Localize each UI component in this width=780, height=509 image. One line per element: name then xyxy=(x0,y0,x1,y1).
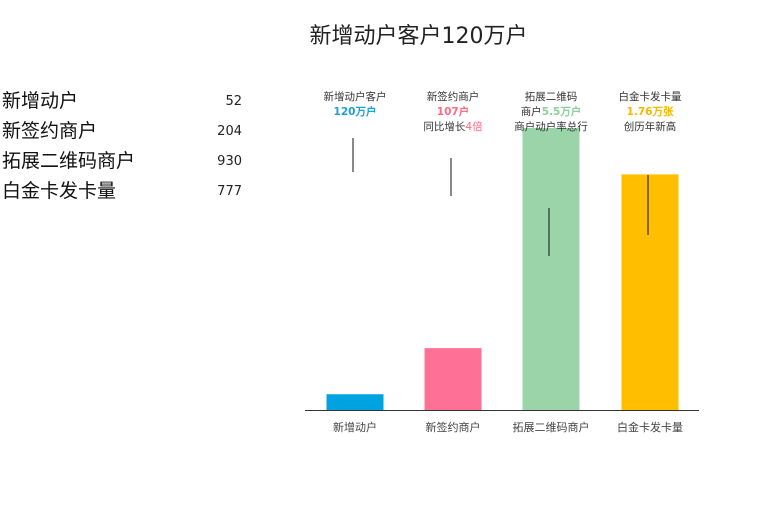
legend-value: 204 xyxy=(217,124,242,139)
legend-label: 新增动户 xyxy=(2,90,79,112)
legend-value: 777 xyxy=(217,184,242,199)
bar-annotation: 拓展二维码商户5.5万户商户动户率总行 xyxy=(514,90,588,133)
legend-label: 拓展二维码商户 xyxy=(2,150,136,172)
annotation-text: 5.5万户 xyxy=(542,105,582,118)
tick-labels-layer: 新增动户 新签约商户 拓展二维码商户 白金卡发卡量 xyxy=(333,420,683,434)
legend-value: 930 xyxy=(217,154,242,169)
x-tick-label: 新签约商户 xyxy=(426,420,481,434)
annotation-text: 商户 xyxy=(521,105,542,118)
bar xyxy=(522,128,580,410)
legend-label: 新签约商户 xyxy=(2,120,98,142)
annotation-text: 120万户 xyxy=(334,105,377,118)
annotation-text: 新签约商户 xyxy=(427,90,480,103)
bar xyxy=(424,348,482,410)
legend-row: 新签约商户 204 xyxy=(2,116,247,146)
bar xyxy=(326,394,384,410)
annotation-text: 白金卡发卡量 xyxy=(619,90,682,103)
legend-row: 白金卡发卡量 777 xyxy=(2,176,247,206)
annotation-text: 107户 xyxy=(437,105,469,118)
annotation-text: 新增动户客户 xyxy=(324,90,387,103)
legend-label: 白金卡发卡量 xyxy=(2,180,117,202)
bar xyxy=(621,174,679,410)
chart-title: 新增动户客户120万户 xyxy=(309,24,528,49)
bars-layer xyxy=(326,128,679,410)
annotation-text: 4倍 xyxy=(465,120,483,133)
x-tick-label: 拓展二维码商户 xyxy=(513,420,590,434)
bar-annotation: 新增动户客户 120万户 xyxy=(324,90,387,118)
x-tick-label: 新增动户 xyxy=(333,420,377,434)
annotation-text: 1.76万张 xyxy=(627,105,674,118)
legend-row: 拓展二维码商户 930 xyxy=(2,146,247,176)
leader-lines-layer xyxy=(352,138,649,256)
annotations-layer: 新增动户客户 120万户 新签约商户 107户同比增长4倍 拓展二维码商户5.5万户商户… xyxy=(324,90,682,133)
annotation-text: 拓展二维码 xyxy=(525,90,578,103)
annotation-text: 创历年新高 xyxy=(624,120,677,133)
annotation-text: 商户动户率总行 xyxy=(514,120,588,133)
bar-annotation: 新签约商户 107户同比增长4倍 xyxy=(423,90,483,133)
legend-row: 新增动户 52 xyxy=(2,86,247,116)
annotation-text: 同比增长 xyxy=(423,120,465,133)
x-tick-label: 白金卡发卡量 xyxy=(617,420,683,434)
bar-annotation: 白金卡发卡量 1.76万张创历年新高 xyxy=(619,90,682,133)
legend-value: 52 xyxy=(225,94,242,109)
legend-table: 新增动户 52 新签约商户 204 拓展二维码商户 930 白金卡发卡量 777 xyxy=(2,86,247,206)
